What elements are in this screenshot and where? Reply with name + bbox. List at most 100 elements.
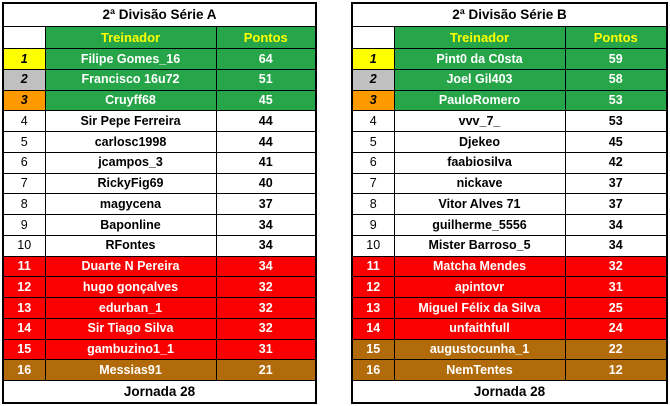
standings-row: 13 edurban_1 32 xyxy=(2,297,317,319)
points-cell: 44 xyxy=(215,131,317,153)
points-cell: 25 xyxy=(564,297,668,319)
rank-cell: 3 xyxy=(2,89,46,112)
points-column-header: Pontos xyxy=(564,26,668,49)
rank-cell: 8 xyxy=(2,193,46,215)
standings-row: 5 carlosc1998 44 xyxy=(2,131,317,153)
standings-row: 1 Filipe Gomes_16 64 xyxy=(2,48,317,70)
trainer-name-cell: Baponline xyxy=(44,214,217,236)
trainer-name-cell: vvv_7_ xyxy=(393,110,566,132)
rank-cell: 14 xyxy=(351,317,395,340)
trainer-column-header: Treinador xyxy=(393,26,566,49)
trainer-name-cell: Sir Pepe Ferreira xyxy=(44,110,217,132)
trainer-name-cell: RFontes xyxy=(44,234,217,257)
points-cell: 37 xyxy=(564,172,668,195)
standings-row: 13 Miguel Félix da Silva 25 xyxy=(351,297,668,319)
rank-cell: 16 xyxy=(2,359,46,381)
rank-header-cell xyxy=(2,26,46,49)
trainer-name-cell: apintovr xyxy=(393,276,566,298)
points-cell: 32 xyxy=(215,297,317,319)
points-cell: 34 xyxy=(564,214,668,236)
points-cell: 24 xyxy=(564,317,668,340)
rank-cell: 11 xyxy=(2,255,46,278)
trainer-name-cell: Matcha Mendes xyxy=(393,255,566,278)
rank-header-cell xyxy=(351,26,395,49)
trainer-column-header: Treinador xyxy=(44,26,217,49)
rank-cell: 16 xyxy=(351,359,395,381)
rank-cell: 1 xyxy=(351,48,395,70)
rank-cell: 6 xyxy=(2,151,46,174)
rank-cell: 5 xyxy=(351,131,395,153)
table-title-row: 2ª Divisão Série B xyxy=(351,2,668,27)
trainer-name-cell: NemTentes xyxy=(393,359,566,381)
trainer-name-cell: augustocunha_1 xyxy=(393,338,566,361)
points-cell: 34 xyxy=(564,234,668,257)
points-cell: 22 xyxy=(564,338,668,361)
trainer-name-cell: Mister Barroso_5 xyxy=(393,234,566,257)
trainer-name-cell: RickyFig69 xyxy=(44,172,217,195)
trainer-name-cell: unfaithfull xyxy=(393,317,566,340)
trainer-name-cell: nickave xyxy=(393,172,566,195)
jornada-label: Jornada 28 xyxy=(2,380,317,404)
rank-cell: 15 xyxy=(2,338,46,361)
points-cell: 32 xyxy=(564,255,668,278)
trainer-name-cell: Francisco 16u72 xyxy=(44,68,217,91)
standings-row: 15 gambuzino1_1 31 xyxy=(2,338,317,361)
points-cell: 41 xyxy=(215,151,317,174)
rank-cell: 13 xyxy=(2,297,46,319)
points-column-header: Pontos xyxy=(215,26,317,49)
serie-b-table: 2ª Divisão Série B Treinador Pontos 1 Pin… xyxy=(351,2,668,404)
trainer-name-cell: PauloRomero xyxy=(393,89,566,112)
trainer-name-cell: hugo gonçalves xyxy=(44,276,217,298)
points-cell: 40 xyxy=(215,172,317,195)
trainer-name-cell: carlosc1998 xyxy=(44,131,217,153)
rank-cell: 4 xyxy=(351,110,395,132)
points-cell: 59 xyxy=(564,48,668,70)
points-cell: 32 xyxy=(215,276,317,298)
standings-row: 8 magycena 37 xyxy=(2,193,317,215)
rank-cell: 11 xyxy=(351,255,395,278)
trainer-name-cell: guilherme_5556 xyxy=(393,214,566,236)
rank-cell: 10 xyxy=(2,234,46,257)
column-header-row: Treinador Pontos xyxy=(351,26,668,49)
standings-row: 5 Djekeo 45 xyxy=(351,131,668,153)
points-cell: 32 xyxy=(215,317,317,340)
standings-row: 14 unfaithfull 24 xyxy=(351,317,668,340)
trainer-name-cell: Duarte N Pereira xyxy=(44,255,217,278)
trainer-name-cell: gambuzino1_1 xyxy=(44,338,217,361)
standings-row: 16 NemTentes 12 xyxy=(351,359,668,381)
trainer-name-cell: Miguel Félix da Silva xyxy=(393,297,566,319)
standings-row: 2 Joel Gil403 58 xyxy=(351,68,668,91)
points-cell: 64 xyxy=(215,48,317,70)
trainer-name-cell: Vitor Alves 71 xyxy=(393,193,566,215)
trainer-name-cell: Djekeo xyxy=(393,131,566,153)
rank-cell: 12 xyxy=(2,276,46,298)
rank-cell: 2 xyxy=(2,68,46,91)
standings-row: 10 RFontes 34 xyxy=(2,234,317,257)
standings-row: 6 faabiosilva 42 xyxy=(351,151,668,174)
trainer-name-cell: Filipe Gomes_16 xyxy=(44,48,217,70)
standings-row: 15 augustocunha_1 22 xyxy=(351,338,668,361)
trainer-name-cell: Joel Gil403 xyxy=(393,68,566,91)
standings-row: 6 jcampos_3 41 xyxy=(2,151,317,174)
rank-cell: 4 xyxy=(2,110,46,132)
trainer-name-cell: Pint0 da C0sta xyxy=(393,48,566,70)
standings-row: 11 Matcha Mendes 32 xyxy=(351,255,668,278)
points-cell: 42 xyxy=(564,151,668,174)
points-cell: 37 xyxy=(215,193,317,215)
standings-row: 7 RickyFig69 40 xyxy=(2,172,317,195)
standings-row: 16 Messias91 21 xyxy=(2,359,317,381)
points-cell: 31 xyxy=(564,276,668,298)
trainer-name-cell: Cruyff68 xyxy=(44,89,217,112)
rank-cell: 6 xyxy=(351,151,395,174)
rank-cell: 14 xyxy=(2,317,46,340)
points-cell: 12 xyxy=(564,359,668,381)
rank-cell: 1 xyxy=(2,48,46,70)
trainer-name-cell: Messias91 xyxy=(44,359,217,381)
rank-cell: 7 xyxy=(351,172,395,195)
rank-cell: 10 xyxy=(351,234,395,257)
standings-row: 3 Cruyff68 45 xyxy=(2,89,317,112)
trainer-name-cell: faabiosilva xyxy=(393,151,566,174)
rank-cell: 12 xyxy=(351,276,395,298)
standings-row: 8 Vitor Alves 71 37 xyxy=(351,193,668,215)
